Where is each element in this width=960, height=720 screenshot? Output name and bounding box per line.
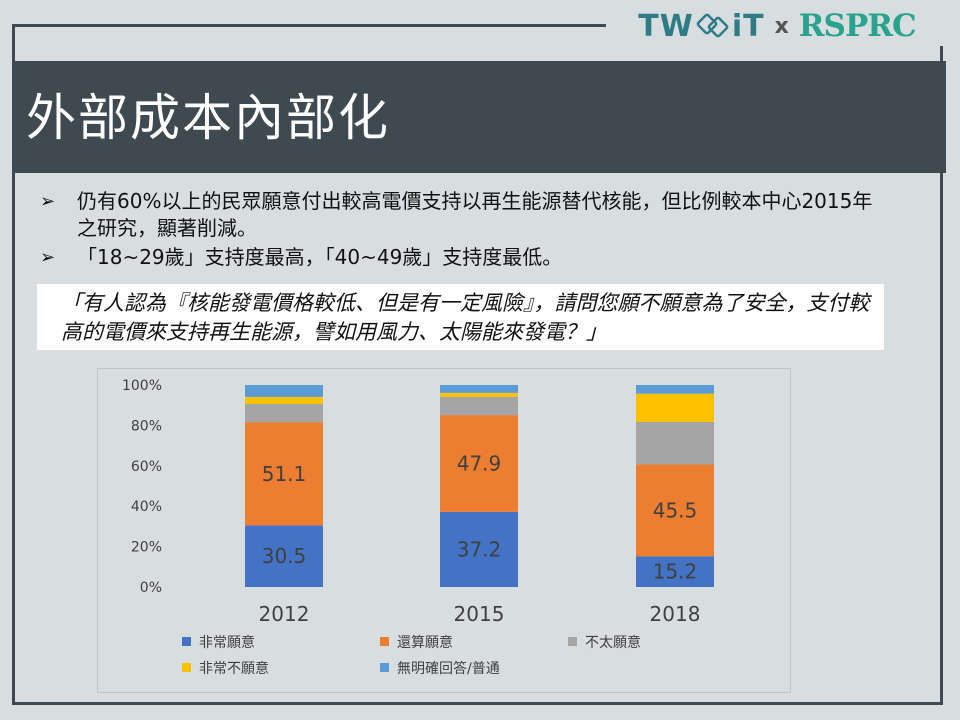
stacked-bar-chart: 100% 80% 60% 40% 20% 0% 30.5 51.1 2012 37.2 47.9 20…	[122, 378, 714, 677]
bar-segment	[440, 396, 518, 416]
bullet-item: ➢ 「18~29歲」支持度最高，「40~49歲」支持度最低。	[40, 244, 880, 271]
y-tick-label: 0%	[140, 580, 162, 596]
title-band	[12, 61, 946, 173]
x-category-label: 2015	[454, 602, 505, 626]
logo-it-text: iT	[731, 8, 765, 44]
chart-panel: 100% 80% 60% 40% 20% 0% 30.5 51.1 2012 37.2 47.9 20…	[97, 368, 791, 693]
arrow-bullet-icon: ➢	[40, 247, 56, 268]
logo-separator: x	[774, 13, 789, 39]
twiit-link-icon	[696, 13, 729, 38]
data-label: 51.1	[262, 462, 307, 486]
y-tick-label: 60%	[131, 459, 162, 475]
y-tick-label: 40%	[131, 499, 162, 515]
slide-frame	[12, 24, 943, 705]
legend-swatch	[380, 637, 389, 646]
bar-segment	[245, 396, 323, 404]
bar-segment	[636, 464, 714, 557]
bar-segment	[440, 511, 518, 587]
bullet-item: ➢ 仍有60%以上的民眾願意付出較高電價支持以再生能源替代核能，但比例較本中心2…	[40, 188, 880, 242]
legend-label: 還算願意	[397, 634, 453, 651]
logo-tw-text: TW	[638, 8, 694, 44]
y-tick-label: 20%	[131, 540, 162, 556]
bar-segment	[636, 421, 714, 465]
logo-rsprc-text: RSPRC	[798, 8, 917, 44]
data-label: 37.2	[457, 537, 502, 561]
legend-swatch	[182, 663, 191, 672]
data-label: 45.5	[653, 498, 698, 522]
bar-segment	[636, 556, 714, 587]
bar-segment	[245, 403, 323, 423]
legend-label: 不太願意	[585, 634, 641, 651]
survey-question: 「有人認為『核能發電價格較低、但是有一定風險』，請問您願不願意為了安全，支付較高…	[37, 284, 884, 350]
bar-segment	[636, 393, 714, 422]
survey-question-text: 「有人認為『核能發電價格較低、但是有一定風險』，請問您願不願意為了安全，支付較高…	[61, 291, 870, 344]
x-category-label: 2018	[650, 602, 701, 626]
bullet-list: ➢ 仍有60%以上的民眾願意付出較高電價支持以再生能源替代核能，但比例較本中心2…	[40, 188, 880, 273]
bullet-text: 「18~29歲」支持度最高，「40~49歲」支持度最低。	[77, 245, 563, 269]
page-title: 外部成本內部化	[26, 89, 390, 147]
legend-swatch	[380, 663, 389, 672]
bar-segment	[440, 385, 518, 393]
legend-swatch	[568, 637, 577, 646]
legend-swatch	[182, 637, 191, 646]
bar-segment	[245, 385, 323, 397]
bar-segment	[440, 415, 518, 512]
data-label: 15.2	[653, 560, 698, 584]
y-tick-label: 80%	[131, 418, 162, 434]
arrow-bullet-icon: ➢	[40, 191, 56, 212]
legend-label: 非常願意	[199, 634, 255, 651]
x-category-label: 2012	[259, 602, 310, 626]
bar-segment	[245, 422, 323, 526]
data-label: 30.5	[262, 544, 307, 568]
logo: TW iT x RSPRC	[606, 6, 948, 46]
bar-segment	[636, 385, 714, 394]
y-tick-label: 100%	[122, 378, 162, 394]
legend-label: 無明確回答/普通	[397, 660, 500, 677]
bar-segment	[440, 392, 518, 397]
bullet-text: 仍有60%以上的民眾願意付出較高電價支持以再生能源替代核能，但比例較本中心201…	[77, 189, 873, 240]
bar-segment	[245, 525, 323, 587]
data-label: 47.9	[457, 451, 502, 475]
legend-label: 非常不願意	[199, 660, 269, 677]
